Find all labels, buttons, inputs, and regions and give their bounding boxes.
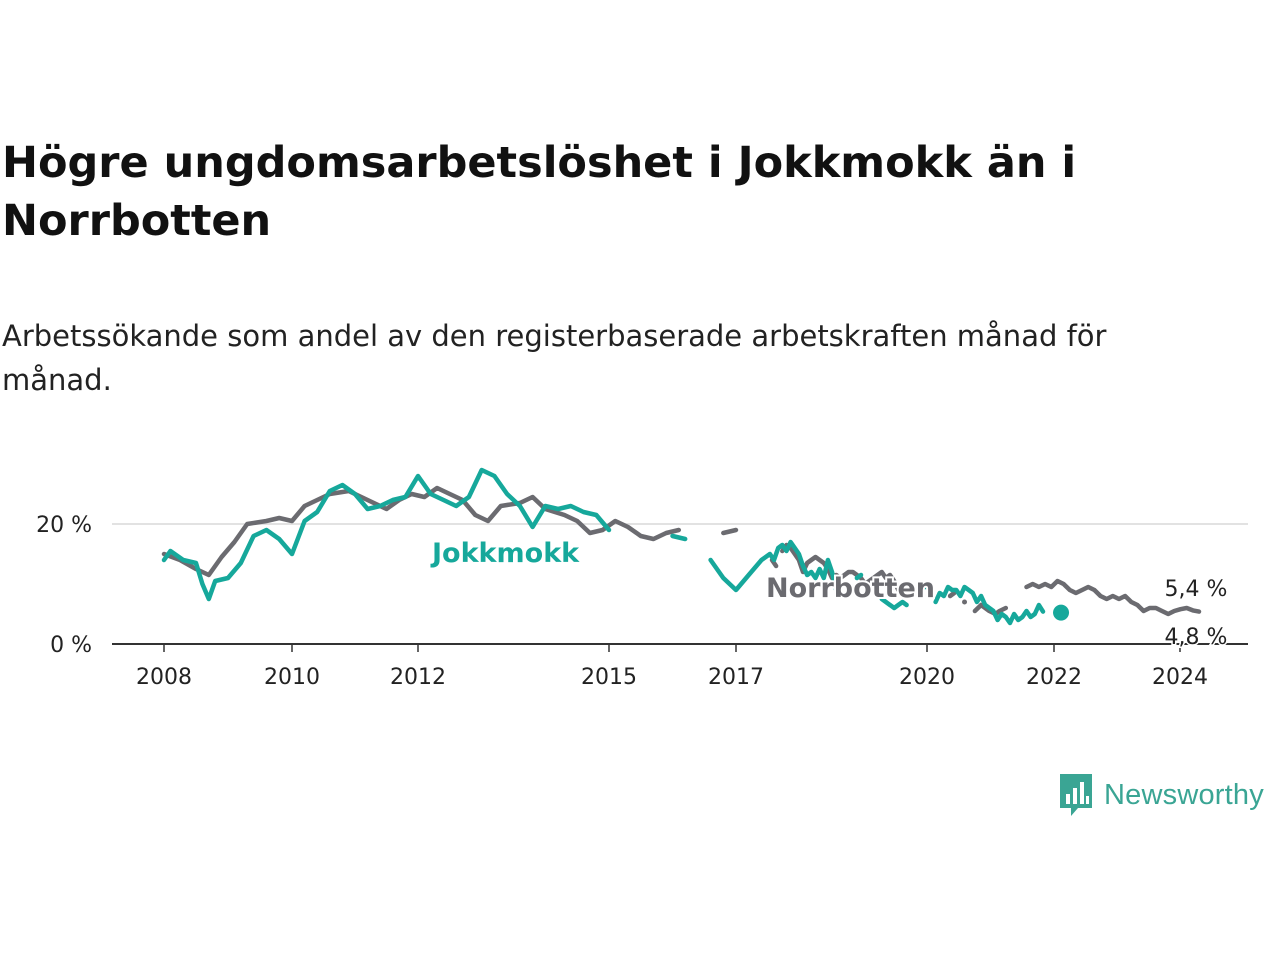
newsworthy-logo: Newsworthy xyxy=(1058,772,1264,818)
series-jokkmokk-line xyxy=(933,584,1046,626)
series-jokkmokk-end-marker xyxy=(1053,604,1070,621)
y-tick-label: 0 % xyxy=(50,633,92,658)
newsworthy-logo-text: Newsworthy xyxy=(1104,778,1264,811)
series-norrbotten-line xyxy=(161,485,682,578)
x-tick-label: 2017 xyxy=(708,665,764,690)
x-tick-label: 2022 xyxy=(1026,665,1082,690)
chart-title: Högre ungdomsarbetslöshet i Jokkmokk än … xyxy=(2,138,1077,246)
end-value-label-norrbotten: 5,4 % xyxy=(1165,577,1228,602)
series-layer xyxy=(161,467,1202,626)
chart-subtitle: Arbetssökande som andel av den registerb… xyxy=(2,319,1107,397)
end-value-label-jokkmokk: 4,8 % xyxy=(1165,625,1228,650)
series-norrbotten-point xyxy=(962,599,968,605)
x-tick-label: 2020 xyxy=(899,665,955,690)
series-jokkmokk-line xyxy=(879,596,909,611)
x-tick-label: 2008 xyxy=(136,665,192,690)
label-layer: Jokkmokk Norrbotten 5,4 % 4,8 % xyxy=(428,536,1229,652)
series-norrbotten-line xyxy=(721,527,739,536)
y-tick-label: 20 % xyxy=(36,513,92,538)
x-tick-label: 2024 xyxy=(1152,665,1208,690)
axis-layer: 0 % 20 % 2008 2010 2012 2015 2017 2020 2022 2024 xyxy=(36,513,1248,690)
x-tick-label: 2012 xyxy=(390,665,446,690)
series-norrbotten-line xyxy=(947,590,957,599)
series-jokkmokk-line xyxy=(161,467,612,602)
series-jokkmokk-line xyxy=(854,572,864,581)
series-jokkmokk-line xyxy=(670,533,688,542)
line-chart: 0 %20 %2008 2010 2012 2015 2017 2020 2022 2024 … xyxy=(36,467,1248,690)
x-tick-label: 2015 xyxy=(581,665,637,690)
x-tick-label: 2010 xyxy=(264,665,320,690)
newsworthy-logo-icon xyxy=(1060,774,1092,816)
series-label-norrbotten: Norrbotten xyxy=(766,573,935,604)
series-norrbotten-line xyxy=(1024,578,1202,617)
series-label-jokkmokk: Jokkmokk xyxy=(430,538,580,569)
series-jokkmokk-line xyxy=(708,539,839,593)
series-norrbotten-line xyxy=(972,602,1009,617)
